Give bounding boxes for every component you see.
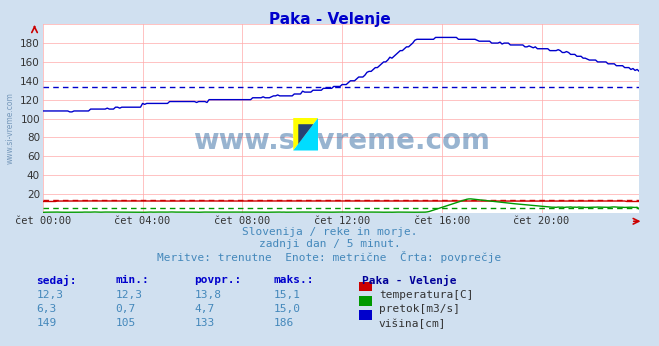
Text: 105: 105 [115,318,136,328]
Text: višina[cm]: višina[cm] [379,318,446,329]
Text: povpr.:: povpr.: [194,275,242,285]
Text: 12,3: 12,3 [36,290,63,300]
Text: 12,3: 12,3 [115,290,142,300]
Text: Slovenija / reke in morje.: Slovenija / reke in morje. [242,227,417,237]
Polygon shape [293,118,318,151]
Text: Meritve: trenutne  Enote: metrične  Črta: povprečje: Meritve: trenutne Enote: metrične Črta: … [158,251,501,263]
Polygon shape [293,118,318,151]
Text: 15,1: 15,1 [273,290,301,300]
Text: 13,8: 13,8 [194,290,221,300]
Text: Paka - Velenje: Paka - Velenje [362,275,457,286]
Text: 15,0: 15,0 [273,304,301,314]
Text: maks.:: maks.: [273,275,314,285]
Text: 6,3: 6,3 [36,304,57,314]
Text: pretok[m3/s]: pretok[m3/s] [379,304,460,314]
Polygon shape [299,124,313,144]
Text: zadnji dan / 5 minut.: zadnji dan / 5 minut. [258,239,401,249]
Text: min.:: min.: [115,275,149,285]
Text: 149: 149 [36,318,57,328]
Text: Paka - Velenje: Paka - Velenje [269,12,390,27]
Text: 0,7: 0,7 [115,304,136,314]
Text: www.si-vreme.com: www.si-vreme.com [5,92,14,164]
Text: 133: 133 [194,318,215,328]
Text: sedaj:: sedaj: [36,275,76,286]
Text: 186: 186 [273,318,294,328]
Text: 4,7: 4,7 [194,304,215,314]
Text: www.si-vreme.com: www.si-vreme.com [192,127,490,155]
Text: temperatura[C]: temperatura[C] [379,290,473,300]
